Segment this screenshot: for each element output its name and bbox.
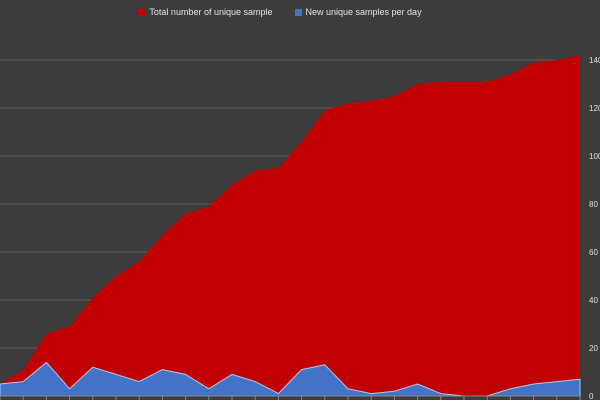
data-point (394, 95, 396, 97)
data-point (301, 369, 303, 371)
y-tick-label: 100 (589, 152, 600, 161)
y-axis-ticks: 0 20 40 60 80 100 120 140 (589, 56, 600, 400)
data-point (370, 100, 372, 102)
data-point (301, 141, 303, 143)
data-point (579, 378, 581, 380)
data-point (510, 388, 512, 390)
data-point (138, 381, 140, 383)
data-point (69, 388, 71, 390)
data-point (394, 390, 396, 392)
data-point (324, 110, 326, 112)
data-point (417, 383, 419, 385)
data-point (533, 383, 535, 385)
data-point (115, 275, 117, 277)
data-point (324, 364, 326, 366)
y-tick-label: 0 (589, 392, 594, 400)
series-areas (0, 54, 581, 397)
data-point (556, 59, 558, 61)
data-point (162, 234, 164, 236)
y-tick-label: 80 (589, 200, 598, 209)
data-point (278, 167, 280, 169)
legend-item-new: New unique samples per day (294, 7, 422, 17)
data-point (533, 62, 535, 64)
data-point (463, 81, 465, 83)
data-point (208, 206, 210, 208)
data-point (185, 213, 187, 215)
legend: Total number of unique sample New unique… (0, 7, 560, 17)
legend-swatch-total (138, 8, 146, 16)
legend-label-new: New unique samples per day (305, 7, 422, 17)
data-point (115, 374, 117, 376)
data-point (347, 102, 349, 104)
data-point (254, 170, 256, 172)
data-point (510, 74, 512, 76)
data-point (138, 261, 140, 263)
data-point (486, 81, 488, 83)
data-point (347, 388, 349, 390)
data-point (92, 297, 94, 299)
data-point (254, 381, 256, 383)
data-point (556, 381, 558, 383)
data-point (162, 369, 164, 371)
y-tick-label: 60 (589, 248, 598, 257)
data-point (278, 393, 280, 395)
data-point (46, 333, 48, 335)
data-point (69, 326, 71, 328)
data-point (579, 54, 581, 56)
data-point (22, 369, 24, 371)
data-point (22, 381, 24, 383)
y-tick-label: 40 (589, 296, 598, 305)
series-area-total (0, 55, 580, 396)
legend-item-total: Total number of unique sample (138, 7, 273, 17)
y-tick-label: 20 (589, 344, 598, 353)
y-tick-label: 120 (589, 104, 600, 113)
legend-label-total: Total number of unique sample (149, 7, 273, 17)
data-point (231, 184, 233, 186)
data-point (185, 374, 187, 376)
legend-swatch-new (294, 8, 302, 16)
y-tick-label: 140 (589, 56, 600, 65)
data-point (92, 366, 94, 368)
data-point (231, 374, 233, 376)
data-point (440, 81, 442, 83)
data-point (208, 388, 210, 390)
data-point (440, 393, 442, 395)
data-point (417, 83, 419, 85)
series-area-new (0, 361, 581, 397)
data-point (46, 362, 48, 364)
data-point (370, 393, 372, 395)
x-axis-ticks (0, 395, 581, 400)
